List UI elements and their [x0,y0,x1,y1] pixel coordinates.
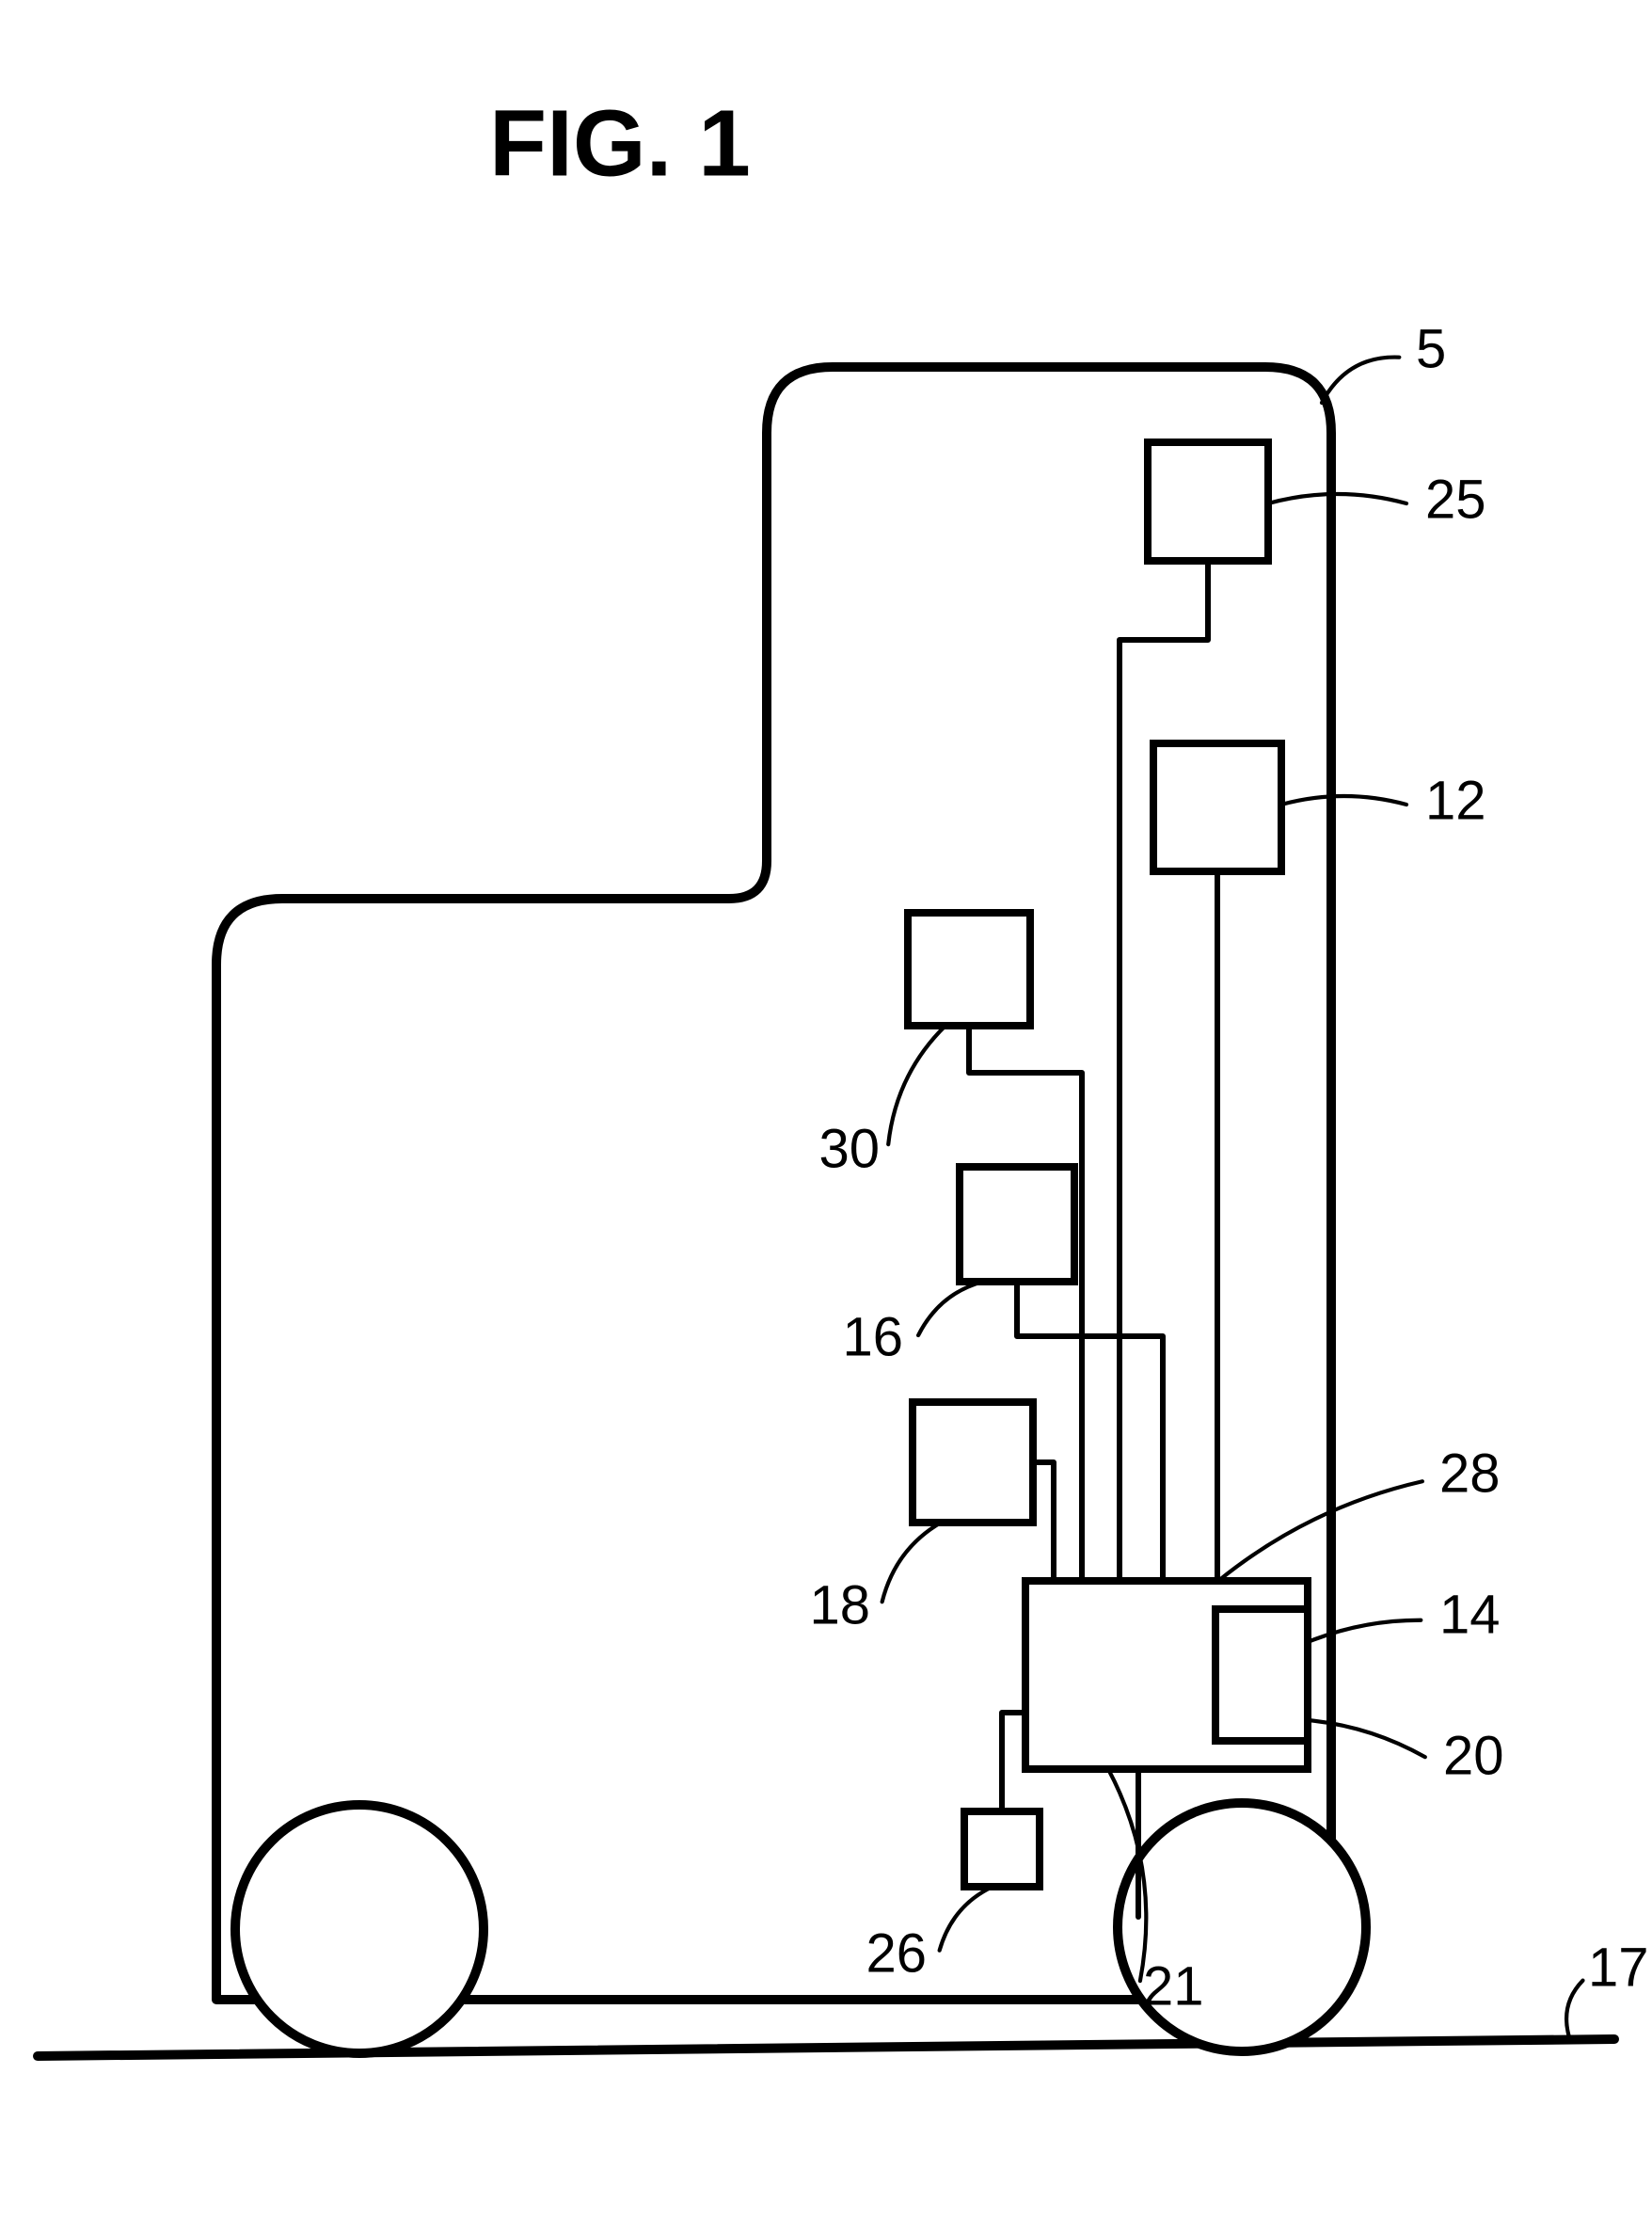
leader-12 [1281,796,1406,805]
ref-label-30: 30 [818,1118,880,1179]
block-b25 [1148,442,1268,561]
ref-label-14: 14 [1439,1584,1501,1645]
ref-label-17: 17 [1588,1937,1649,1998]
ref-label-21: 21 [1143,1955,1204,2017]
leader-18 [882,1523,941,1602]
block-b26 [964,1811,1040,1887]
leader-30 [888,1026,945,1144]
ref-label-26: 26 [866,1922,927,1984]
connection-b16 [1017,1282,1163,1581]
leader-5 [1322,358,1399,403]
leader-20 [1308,1720,1425,1757]
leader-26 [940,1887,993,1951]
block-b12 [1153,743,1281,871]
leader-14 [1308,1620,1421,1642]
ground-line [38,2039,1614,2056]
block-b18 [913,1402,1033,1523]
leader-16 [918,1282,983,1335]
ref-label-25: 25 [1425,469,1486,530]
block-b20 [1215,1609,1308,1741]
ref-label-16: 16 [842,1306,903,1367]
ref-label-18: 18 [809,1574,870,1635]
leader-17 [1566,1981,1582,2037]
ref-label-28: 28 [1439,1443,1501,1504]
figure-title: FIG. 1 [489,90,751,196]
ref-label-5: 5 [1416,318,1446,379]
wheel-1 [235,1805,484,2053]
block-b30 [908,913,1030,1026]
block-b16 [960,1167,1074,1282]
leader-28 [1218,1481,1422,1581]
ref-label-12: 12 [1425,770,1486,831]
leader-25 [1268,494,1406,503]
figure-canvas: FIG. 1 5 25 12 30 16 18 26 28 14 20 21 17 [0,0,1652,2233]
ref-label-20: 20 [1443,1725,1504,1786]
